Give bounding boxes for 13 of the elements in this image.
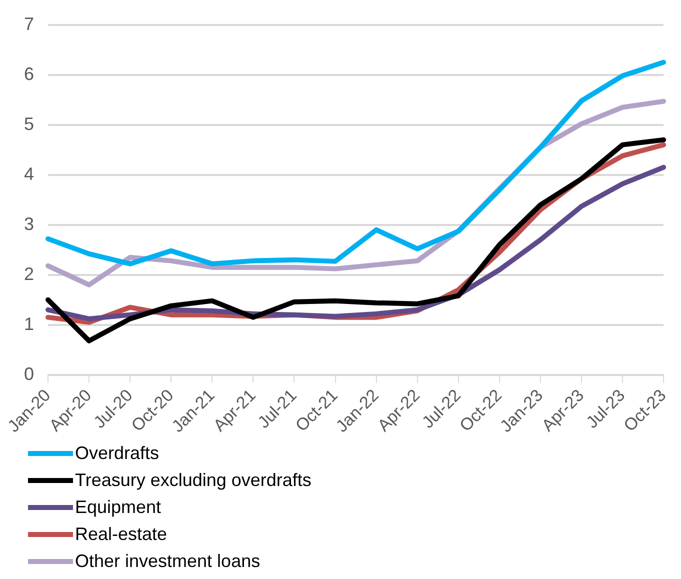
y-tick-label: 7 [24,14,34,34]
legend-label: Equipment [75,497,162,518]
y-tick-label: 6 [24,64,34,84]
legend-label: Other investment loans [75,551,260,572]
legend-label: Treasury excluding overdrafts [75,470,312,491]
y-tick-label: 0 [24,364,34,384]
y-tick-label: 5 [24,114,34,134]
legend-label: Overdrafts [75,443,160,464]
y-tick-label: 2 [24,264,34,284]
y-tick-label: 3 [24,214,34,234]
y-tick-label: 1 [24,314,34,334]
legend-label: Real-estate [75,524,168,545]
y-tick-label: 4 [24,164,34,184]
